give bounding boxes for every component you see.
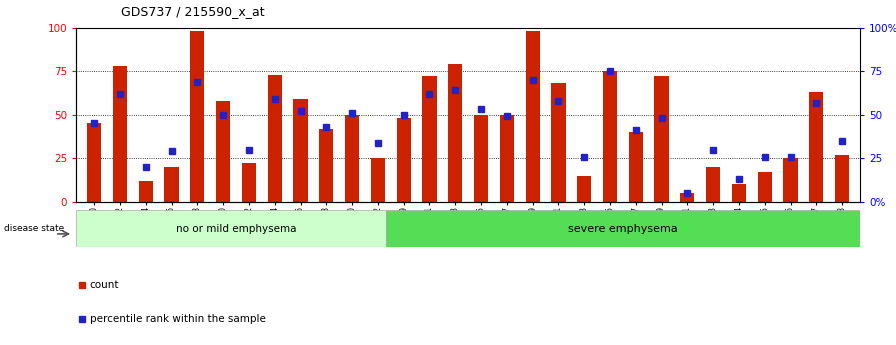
- Bar: [654, 76, 668, 202]
- Bar: [371, 158, 385, 202]
- Bar: [216, 101, 230, 202]
- Text: disease state: disease state: [4, 224, 65, 233]
- Bar: [113, 66, 127, 202]
- Bar: [268, 75, 282, 202]
- Bar: [603, 71, 617, 202]
- Bar: [783, 158, 797, 202]
- Bar: [809, 92, 823, 202]
- Bar: [758, 172, 771, 202]
- Bar: [190, 31, 204, 202]
- Bar: [139, 181, 153, 202]
- Bar: [835, 155, 849, 202]
- Bar: [577, 176, 591, 202]
- Bar: [397, 118, 410, 202]
- Bar: [732, 185, 746, 202]
- Bar: [551, 83, 565, 202]
- Bar: [474, 115, 488, 202]
- Bar: [526, 31, 539, 202]
- Text: no or mild emphysema: no or mild emphysema: [176, 224, 297, 234]
- Bar: [76, 210, 385, 247]
- Bar: [293, 99, 307, 202]
- Bar: [319, 129, 333, 202]
- Bar: [242, 164, 256, 202]
- Bar: [500, 115, 514, 202]
- Bar: [680, 193, 694, 202]
- Bar: [165, 167, 178, 202]
- Bar: [422, 76, 436, 202]
- Bar: [706, 167, 720, 202]
- Text: severe emphysema: severe emphysema: [568, 224, 677, 234]
- Text: percentile rank within the sample: percentile rank within the sample: [90, 314, 265, 324]
- Bar: [345, 115, 359, 202]
- Bar: [448, 64, 462, 202]
- Bar: [87, 124, 101, 202]
- Bar: [629, 132, 643, 202]
- Text: GDS737 / 215590_x_at: GDS737 / 215590_x_at: [121, 5, 264, 18]
- Text: count: count: [90, 280, 119, 290]
- Bar: [385, 210, 860, 247]
